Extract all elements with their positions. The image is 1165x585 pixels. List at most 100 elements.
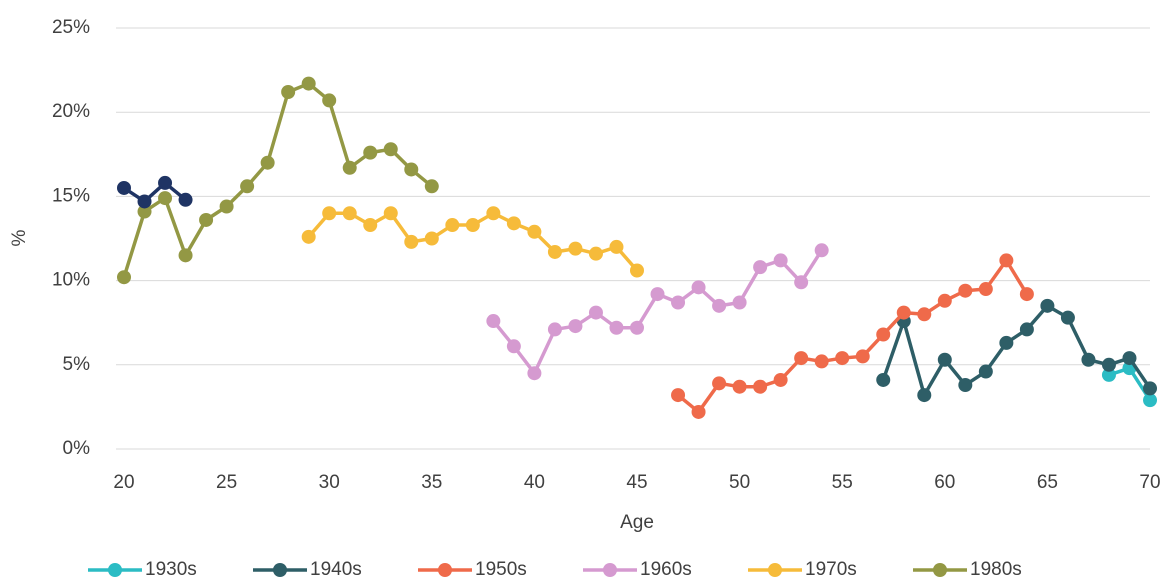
data-point bbox=[322, 93, 337, 108]
data-point bbox=[753, 260, 768, 275]
data-point bbox=[117, 180, 131, 195]
data-point bbox=[527, 366, 542, 381]
x-tick-label: 20 bbox=[113, 472, 134, 493]
series-line bbox=[676, 258, 1029, 414]
data-point bbox=[773, 372, 788, 387]
legend-label: 1940s bbox=[310, 559, 362, 580]
data-point bbox=[630, 263, 644, 278]
x-tick-label: 25 bbox=[216, 472, 237, 493]
series-line bbox=[122, 81, 433, 278]
legend-entry: 1970s bbox=[748, 559, 857, 580]
series bbox=[117, 175, 193, 209]
data-point bbox=[219, 199, 234, 214]
x-tick-label: 45 bbox=[626, 472, 647, 493]
series bbox=[486, 243, 829, 381]
legend-marker bbox=[273, 563, 287, 577]
data-point bbox=[671, 295, 686, 310]
y-tick-label: 20% bbox=[52, 101, 90, 122]
data-point bbox=[650, 287, 665, 302]
data-point bbox=[794, 351, 809, 366]
series-line bbox=[492, 249, 824, 375]
data-point bbox=[588, 305, 603, 320]
data-point bbox=[383, 142, 398, 157]
data-point bbox=[178, 248, 193, 263]
legend-entry: 1940s bbox=[253, 559, 362, 580]
y-tick-label: 0% bbox=[63, 438, 91, 459]
data-point bbox=[794, 275, 809, 290]
data-point bbox=[588, 246, 603, 261]
data-point bbox=[876, 372, 891, 387]
series bbox=[671, 253, 1034, 419]
data-point bbox=[404, 162, 419, 177]
data-point bbox=[1101, 367, 1116, 382]
x-tick-label: 65 bbox=[1037, 472, 1058, 493]
y-tick-label: 10% bbox=[52, 270, 90, 291]
data-point bbox=[404, 234, 419, 249]
data-point bbox=[199, 212, 214, 227]
data-point bbox=[1019, 287, 1034, 302]
y-tick-label: 15% bbox=[52, 185, 90, 206]
data-point bbox=[363, 145, 378, 160]
data-point bbox=[465, 218, 480, 233]
data-point bbox=[506, 216, 521, 231]
data-point bbox=[301, 229, 316, 244]
data-point bbox=[342, 206, 357, 221]
legend-label: 1930s bbox=[145, 559, 197, 580]
data-point bbox=[158, 175, 173, 190]
data-point bbox=[281, 84, 296, 99]
legend-entry: 1930s bbox=[88, 559, 197, 580]
legend-label: 1950s bbox=[475, 559, 527, 580]
data-point bbox=[691, 280, 706, 295]
data-point bbox=[1143, 393, 1157, 408]
legend-marker bbox=[438, 563, 452, 577]
x-tick-label: 50 bbox=[729, 472, 750, 493]
data-point bbox=[958, 378, 973, 393]
data-point bbox=[117, 270, 131, 285]
data-point bbox=[342, 160, 357, 175]
data-point bbox=[835, 351, 850, 366]
data-point bbox=[178, 192, 193, 207]
legend-marker bbox=[603, 563, 617, 577]
data-point bbox=[568, 319, 583, 334]
data-point bbox=[137, 194, 152, 209]
data-point bbox=[486, 314, 501, 329]
data-point bbox=[855, 349, 870, 364]
data-point bbox=[937, 293, 952, 308]
x-tick-label: 55 bbox=[832, 472, 853, 493]
x-tick-label: 60 bbox=[934, 472, 955, 493]
data-point bbox=[712, 298, 727, 313]
x-tick-label: 40 bbox=[524, 472, 545, 493]
data-point bbox=[547, 244, 562, 259]
data-point bbox=[896, 305, 911, 320]
data-point bbox=[363, 218, 378, 233]
data-point bbox=[712, 376, 727, 391]
legend-marker bbox=[768, 563, 782, 577]
data-point bbox=[260, 155, 275, 170]
legend-entry: 1950s bbox=[418, 559, 527, 580]
data-point bbox=[917, 388, 932, 403]
data-point bbox=[1040, 298, 1055, 313]
legend-entry: 1980s bbox=[913, 559, 1022, 580]
data-point bbox=[322, 206, 337, 221]
data-point bbox=[937, 352, 952, 367]
data-point bbox=[978, 282, 993, 297]
data-point bbox=[1101, 357, 1116, 372]
data-point bbox=[691, 404, 706, 419]
data-point bbox=[999, 335, 1014, 350]
data-point bbox=[486, 206, 501, 221]
data-point bbox=[773, 253, 788, 268]
data-point bbox=[240, 179, 255, 194]
data-point bbox=[1060, 310, 1075, 325]
legend-label: 1980s bbox=[970, 559, 1022, 580]
x-tick-label: 30 bbox=[319, 472, 340, 493]
data-point bbox=[547, 322, 562, 337]
data-point bbox=[445, 218, 460, 233]
data-point bbox=[753, 379, 768, 394]
data-point bbox=[630, 320, 644, 335]
series bbox=[876, 298, 1157, 403]
data-point bbox=[383, 206, 398, 221]
legend-marker bbox=[108, 563, 122, 577]
data-point bbox=[978, 364, 993, 379]
data-point bbox=[506, 339, 521, 354]
